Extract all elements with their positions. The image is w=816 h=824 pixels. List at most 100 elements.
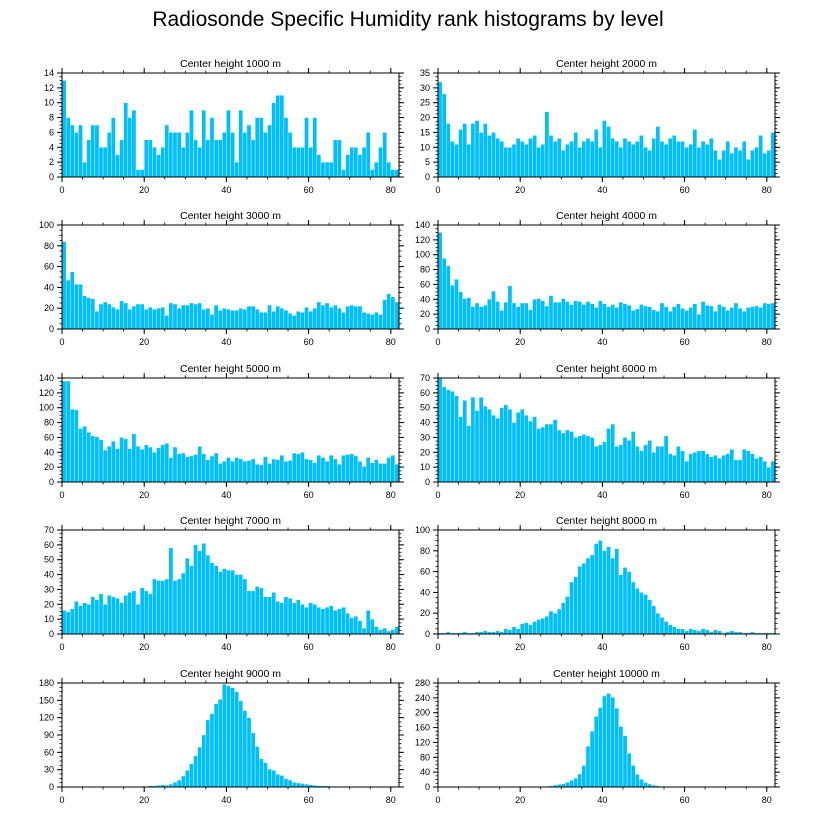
histogram-bar xyxy=(626,753,632,788)
histogram-bar xyxy=(630,765,636,788)
histogram-bar xyxy=(704,305,710,330)
histogram-bar xyxy=(279,602,285,635)
histogram-bar xyxy=(304,117,309,178)
histogram-bar xyxy=(324,302,330,330)
histogram-bar xyxy=(614,708,620,788)
histogram-bar xyxy=(156,308,161,330)
histogram-bar xyxy=(754,147,759,178)
y-tick-label: 0 xyxy=(425,629,430,639)
histogram-bar xyxy=(746,307,751,330)
histogram-bar xyxy=(614,446,620,483)
x-tick-label: 0 xyxy=(59,337,64,347)
histogram-bar xyxy=(283,778,289,788)
histogram-bar xyxy=(704,144,710,178)
histogram-bar xyxy=(234,691,239,788)
histogram-bar xyxy=(275,95,280,178)
histogram-bar xyxy=(238,574,244,635)
x-tick-label: 40 xyxy=(597,642,607,652)
histogram-bar xyxy=(197,147,202,178)
histogram-bar xyxy=(639,779,644,788)
y-tick-label: 5 xyxy=(425,157,430,167)
histogram-bar xyxy=(156,580,161,635)
y-tick-label: 150 xyxy=(39,695,54,705)
histogram-bar xyxy=(676,446,681,483)
histogram-bar xyxy=(197,746,202,788)
histogram-bar xyxy=(672,626,677,635)
histogram-bar xyxy=(263,762,268,788)
panel-title: Center height 2000 m xyxy=(556,58,657,70)
histogram-bar xyxy=(316,154,322,178)
histogram-bar xyxy=(458,291,463,330)
histogram-bar xyxy=(667,624,673,635)
histogram-bar xyxy=(618,444,624,483)
histogram-bar xyxy=(222,683,227,788)
histogram-bar xyxy=(222,308,227,330)
histogram-bar xyxy=(577,566,583,635)
histogram-bar xyxy=(74,284,79,330)
histogram-bar xyxy=(345,613,350,635)
histogram-bar xyxy=(659,302,665,330)
histogram-bar xyxy=(713,629,718,635)
histogram-bar xyxy=(378,314,383,330)
histogram-bar xyxy=(349,147,354,178)
histogram-bar xyxy=(667,138,673,178)
histogram-bar xyxy=(345,454,350,483)
histogram-bar xyxy=(102,147,108,178)
histogram-bar xyxy=(474,302,480,330)
histogram-bar xyxy=(61,241,67,330)
histogram-bar xyxy=(390,629,396,635)
histogram-bar xyxy=(548,610,554,635)
histogram-panel-7: Center height 7000 m 0 10 20 30 40 50 60 70 0 20 40… xyxy=(44,515,404,652)
histogram-bar xyxy=(507,147,513,178)
y-tick-label: 70 xyxy=(420,373,430,383)
histogram-bar xyxy=(370,169,375,178)
histogram-bar xyxy=(713,310,718,330)
histogram-bar xyxy=(341,607,346,635)
histogram-bar xyxy=(692,452,698,483)
histogram-bar xyxy=(197,550,202,635)
histogram-bar xyxy=(164,443,170,483)
histogram-bar xyxy=(353,455,359,483)
histogram-bar xyxy=(618,302,624,330)
histogram-bar xyxy=(647,150,652,178)
histogram-bar xyxy=(511,626,517,635)
histogram-bar xyxy=(515,138,521,178)
histogram-bar xyxy=(618,147,624,178)
histogram-bar xyxy=(635,588,640,635)
y-tick-label: 60 xyxy=(44,262,54,272)
histogram-bar xyxy=(271,102,276,178)
histogram-bar xyxy=(639,450,644,483)
histogram-bar xyxy=(581,434,587,483)
histogram-bar xyxy=(581,563,587,635)
histogram-bar xyxy=(643,444,648,483)
y-tick-label: 30 xyxy=(420,432,430,442)
histogram-bar xyxy=(667,310,673,330)
histogram-bar xyxy=(458,129,463,178)
histogram-bar xyxy=(94,311,100,330)
y-tick-label: 0 xyxy=(49,172,54,182)
x-tick-label: 80 xyxy=(386,337,396,347)
histogram-bar xyxy=(300,604,305,635)
histogram-bar xyxy=(65,380,71,483)
histogram-bar xyxy=(635,308,640,330)
histogram-bar xyxy=(185,132,190,178)
histogram-bar xyxy=(487,135,492,178)
histogram-bar xyxy=(213,304,219,330)
histogram-bar xyxy=(296,147,301,178)
histogram-bar xyxy=(585,745,591,788)
histogram-bar xyxy=(746,158,751,178)
histogram-bar xyxy=(361,627,367,635)
histogram-bar xyxy=(107,446,112,483)
histogram-bar xyxy=(337,463,342,483)
histogram-bar xyxy=(78,605,83,635)
histogram-bar xyxy=(626,141,632,178)
histogram-bar xyxy=(296,311,301,330)
histogram-bar xyxy=(643,594,648,635)
histogram-bar xyxy=(226,309,231,330)
histogram-bar xyxy=(90,298,96,330)
histogram-bar xyxy=(630,144,636,178)
histogram-bar xyxy=(721,150,726,178)
histogram-bar xyxy=(300,147,305,178)
histogram-bar xyxy=(672,135,677,178)
histogram-bar xyxy=(254,117,260,178)
